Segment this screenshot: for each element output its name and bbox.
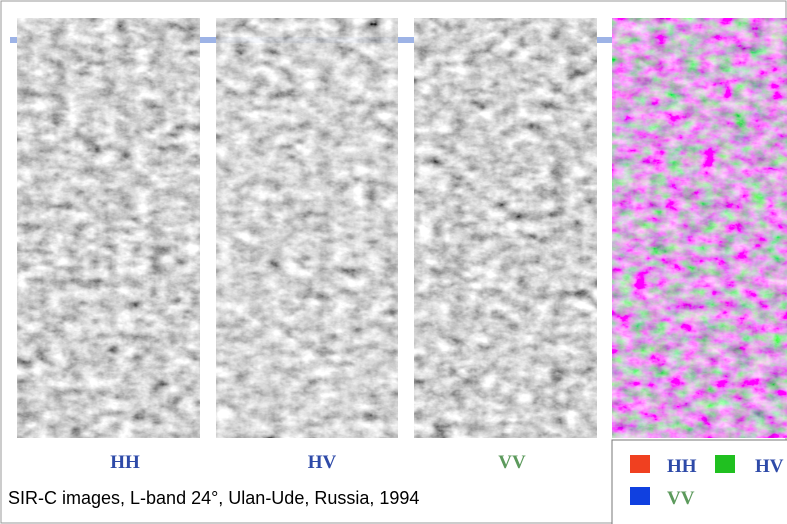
legend-label: HH (667, 456, 697, 477)
image-hh (17, 18, 200, 438)
legend-swatch (715, 455, 735, 473)
legend-swatch (630, 487, 650, 505)
caption: SIR-C images, L-band 24°, Ulan-Ude, Russ… (8, 488, 419, 508)
panel-label: VV (498, 452, 526, 473)
image-hv (216, 18, 398, 438)
legend-label: VV (667, 488, 695, 509)
slide: HH HV VV SIR-C images, L-band 24°, Ulan-… (0, 0, 787, 524)
panel-label: HV (308, 452, 337, 473)
panel-label: HH (110, 452, 140, 473)
image-composite (612, 18, 787, 438)
image-vv (414, 18, 597, 438)
legend-box (612, 440, 787, 524)
legend-label: HV (755, 456, 784, 477)
legend-swatch (630, 455, 650, 473)
